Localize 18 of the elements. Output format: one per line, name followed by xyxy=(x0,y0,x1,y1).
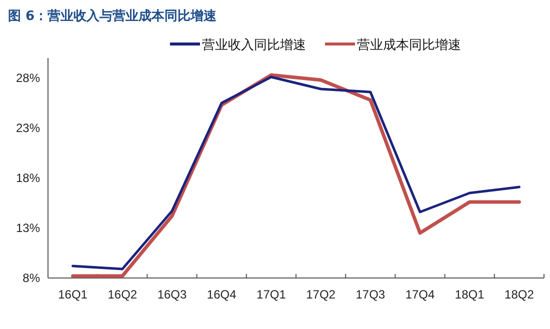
y-tick-label: 8% xyxy=(22,270,40,285)
x-tick-label: 16Q1 xyxy=(58,288,88,302)
x-tick-label: 16Q3 xyxy=(157,288,187,302)
y-tick-label: 23% xyxy=(16,120,40,135)
x-tick-label: 16Q4 xyxy=(206,288,237,302)
x-tick-label: 17Q2 xyxy=(306,288,336,302)
x-tick-label: 17Q3 xyxy=(356,288,386,302)
y-tick-label: 13% xyxy=(16,220,40,235)
legend-label: 营业收入同比增速 xyxy=(202,38,306,53)
x-tick-label: 18Q2 xyxy=(504,288,534,302)
x-tick-label: 18Q1 xyxy=(454,288,485,302)
x-tick-label: 16Q2 xyxy=(108,288,138,302)
legend-label: 营业成本同比增速 xyxy=(357,38,461,53)
x-tick-label: 17Q4 xyxy=(405,288,435,302)
x-tick-label: 17Q1 xyxy=(256,288,286,302)
chart-title: 图 6：营业收入与营业成本同比增速 xyxy=(8,8,218,24)
y-tick-label: 28% xyxy=(16,70,40,85)
y-tick-label: 18% xyxy=(16,170,40,185)
